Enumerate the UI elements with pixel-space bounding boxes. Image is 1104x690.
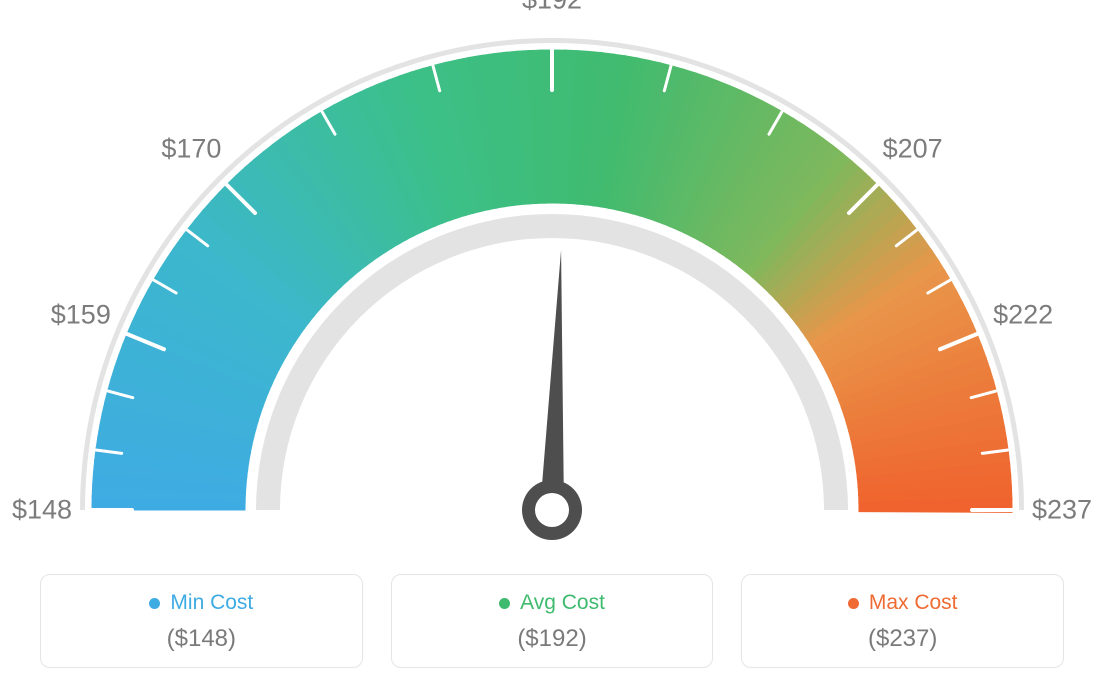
- max-cost-title: Max Cost: [848, 591, 958, 615]
- max-cost-dot: [848, 598, 859, 609]
- min-cost-title: Min Cost: [149, 591, 253, 615]
- gauge-tick-label: $222: [993, 299, 1053, 330]
- avg-cost-dot: [499, 598, 510, 609]
- gauge-tick-label: $170: [161, 134, 221, 165]
- max-cost-value: ($237): [752, 625, 1053, 653]
- min-cost-dot: [149, 598, 160, 609]
- gauge-tick-label: $148: [12, 495, 72, 526]
- min-cost-card: Min Cost ($148): [40, 574, 363, 668]
- avg-cost-title: Avg Cost: [499, 591, 605, 615]
- cost-cards-row: Min Cost ($148) Avg Cost ($192) Max Cost…: [40, 574, 1064, 668]
- avg-cost-label: Avg Cost: [520, 591, 605, 615]
- avg-cost-card: Avg Cost ($192): [391, 574, 714, 668]
- gauge-tick-label: $237: [1032, 495, 1092, 526]
- gauge-tick-label: $159: [51, 299, 111, 330]
- min-cost-value: ($148): [51, 625, 352, 653]
- gauge-tick-label: $207: [883, 134, 943, 165]
- max-cost-label: Max Cost: [869, 591, 958, 615]
- gauge-chart: $148 $159 $170 $192 $207 $222 $237: [0, 0, 1104, 560]
- avg-cost-value: ($192): [402, 625, 703, 653]
- gauge-tick-label: $192: [522, 0, 582, 16]
- gauge-svg: [0, 0, 1104, 560]
- max-cost-card: Max Cost ($237): [741, 574, 1064, 668]
- min-cost-label: Min Cost: [170, 591, 253, 615]
